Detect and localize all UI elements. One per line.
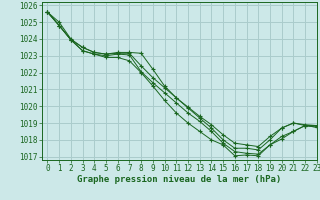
X-axis label: Graphe pression niveau de la mer (hPa): Graphe pression niveau de la mer (hPa) — [77, 175, 281, 184]
